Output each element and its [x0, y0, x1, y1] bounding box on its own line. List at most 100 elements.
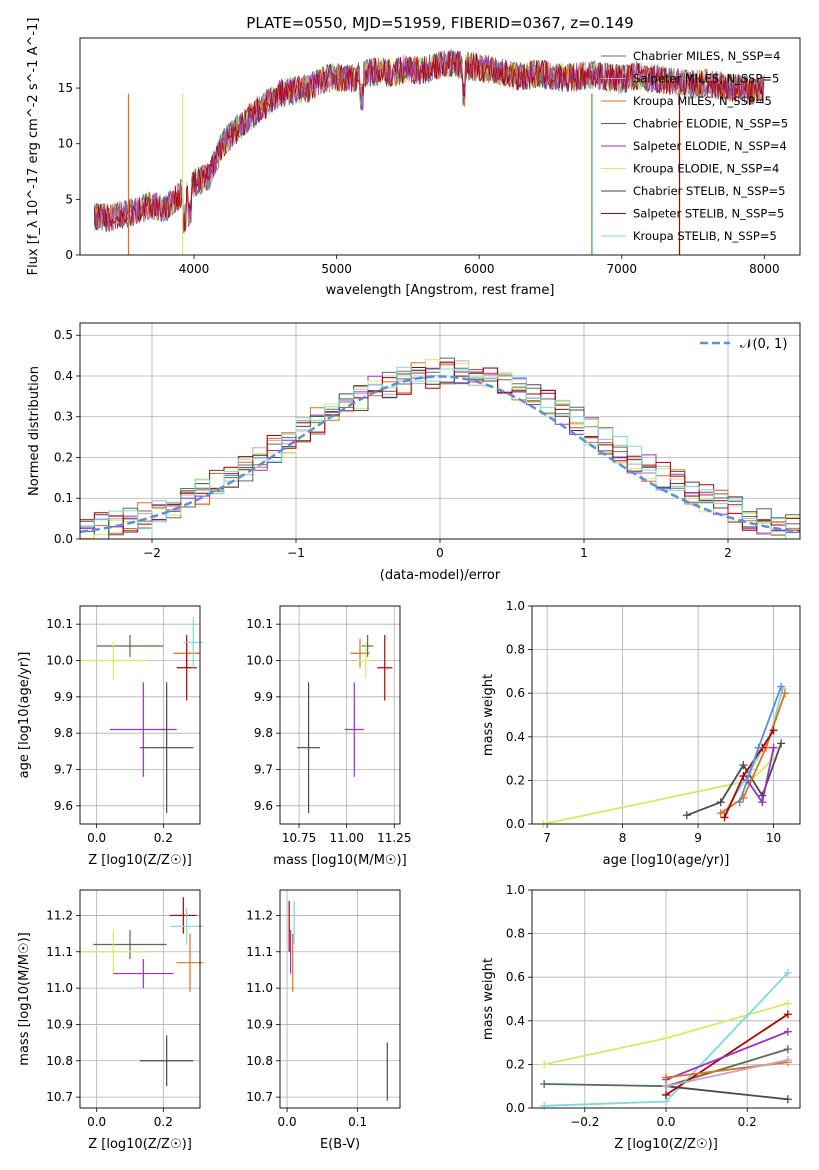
x-tick-label: 0.0 — [87, 1115, 106, 1129]
x-tick-label: 11.25 — [377, 831, 411, 845]
y-tick-label: 10.8 — [46, 1054, 73, 1068]
weight-line-kroupa_elodie — [543, 757, 775, 825]
x-tick-label: 0.0 — [278, 1115, 297, 1129]
x-tick-label: −0.2 — [570, 1115, 599, 1129]
weight-point-kroupa_miles — [780, 689, 789, 698]
x-tick-label: 0.2 — [154, 1115, 173, 1129]
x-tick-label: 0 — [436, 546, 444, 560]
plot-frame — [79, 605, 201, 825]
y-tick-label: 9.8 — [254, 726, 273, 740]
age-vs-mass-panel: 10.75 11.00 11.25 9.6 9.7 9.8 9.9 10.0 10.1 mass … — [246, 605, 411, 868]
y-tick-label: 10 — [58, 137, 73, 151]
y-tick-label: 9.7 — [54, 763, 73, 777]
weight-point-chabrier_stelib — [777, 739, 786, 748]
weight-point-chabrier_stelib — [739, 761, 748, 770]
y-tick-label: 0.4 — [54, 369, 73, 383]
plot-frame — [79, 322, 801, 540]
weight-point-chabrier_elodie — [540, 1080, 549, 1089]
y-tick-label: 11.1 — [46, 945, 73, 959]
weight-point-kroupa_elodie — [662, 1034, 670, 1043]
weight-point-chabrier_elodie — [783, 1045, 792, 1054]
y-axis-label: mass [log10(M/M☉)] — [17, 932, 32, 1065]
weight-point-salpeter_stelib — [769, 726, 778, 735]
x-tick-label: 8 — [619, 831, 627, 845]
x-tick-label: 10.75 — [282, 831, 316, 845]
x-axis-label: Z [log10(Z/Z☉)] — [88, 853, 192, 868]
legend-label: Kroupa STELIB, N_SSP=5 — [633, 229, 777, 243]
x-tick-label: 7000 — [607, 262, 638, 276]
plot-frame — [279, 605, 401, 825]
legend-label: 𝒩(0, 1) — [740, 337, 787, 352]
weight-point-kroupa_elodie — [783, 999, 792, 1008]
weight-point-kroupa_stelib — [783, 968, 792, 977]
y-tick-label: 9.8 — [54, 726, 73, 740]
x-tick-label: 10 — [766, 831, 781, 845]
y-axis-label: age [log10(age/yr)] — [17, 652, 32, 779]
legend-label: Kroupa MILES, N_SSP=5 — [633, 94, 772, 108]
y-tick-label: 11.0 — [46, 981, 73, 995]
y-tick-label: 11.1 — [246, 945, 273, 959]
y-tick-label: 1.0 — [506, 883, 525, 897]
x-axis-label: wavelength [Angstrom, rest frame] — [326, 283, 555, 298]
weight-line-kroupa_miles — [720, 692, 786, 814]
x-tick-label: 0.1 — [348, 1115, 367, 1129]
legend-label: Salpeter MILES, N_SSP=5 — [633, 72, 779, 86]
y-tick-label: 0.6 — [506, 970, 525, 984]
legend-label: Chabrier STELIB, N_SSP=5 — [633, 184, 785, 198]
legend-label: Kroupa ELODIE, N_SSP=4 — [633, 162, 779, 176]
y-tick-label: 0.1 — [54, 491, 73, 505]
y-tick-label: 0.0 — [54, 532, 73, 546]
plot-frame — [79, 889, 201, 1109]
x-tick-label: 0.2 — [738, 1115, 757, 1129]
y-axis-label: Normed distribution — [27, 366, 42, 496]
legend-label: Salpeter ELODIE, N_SSP=4 — [633, 139, 787, 153]
y-tick-label: 0.2 — [54, 450, 73, 464]
histogram-kroupa_stelib — [80, 366, 800, 540]
x-tick-label: −1 — [287, 546, 305, 560]
y-tick-label: 0.8 — [506, 927, 525, 941]
x-tick-label: 5000 — [321, 262, 352, 276]
spectrum-series-salpeter_stelib — [93, 50, 765, 232]
spectrum-panel: 4000 5000 6000 7000 8000 0 5 10 15 wavelength [An… — [26, 18, 801, 298]
x-axis-label: mass [log10(M/M☉)] — [273, 853, 406, 868]
x-tick-label: 4000 — [179, 262, 210, 276]
y-tick-label: 10.0 — [46, 654, 73, 668]
y-tick-label: 9.6 — [54, 799, 73, 813]
weight-line-gauss — [738, 686, 782, 803]
weight-line-salpeter_elodie — [665, 1030, 789, 1081]
y-tick-label: 0.2 — [506, 773, 525, 787]
weight-line-salpeter_miles — [665, 1059, 788, 1088]
y-tick-label: 1.0 — [506, 599, 525, 613]
weight-point-chabrier_stelib — [716, 798, 725, 807]
weight-point-kroupa_elodie — [540, 1060, 549, 1069]
y-axis-label: Flux [f_λ 10^-17 erg cm^-2 s^-1 A^-1] — [26, 18, 41, 276]
figure-title: PLATE=0550, MJD=51959, FIBERID=0367, z=0… — [246, 14, 633, 32]
y-tick-label: 10.7 — [246, 1090, 273, 1104]
weight-point-chabrier_stelib — [783, 1095, 792, 1104]
plot-frame — [531, 605, 801, 825]
y-tick-label: 0.5 — [54, 328, 73, 342]
mass-vs-metallicity-panel: 0.0 0.2 10.7 10.8 10.9 11.0 11.1 11.2 Z [log10(Z… — [17, 889, 204, 1152]
y-tick-label: 10.8 — [246, 1054, 273, 1068]
y-tick-label: 15 — [58, 81, 73, 95]
y-tick-label: 0.6 — [506, 686, 525, 700]
y-tick-label: 10.1 — [46, 617, 73, 631]
x-tick-label: 0.0 — [656, 1115, 675, 1129]
plot-frame — [279, 889, 401, 1109]
weight-point-gauss — [735, 798, 744, 807]
y-tick-label: 0.4 — [506, 730, 525, 744]
plot-frame — [531, 889, 801, 1109]
weight-point-salpeter_miles — [783, 1056, 792, 1065]
y-tick-label: 11.2 — [46, 908, 73, 922]
weight-point-salpeter_miles — [662, 1082, 670, 1091]
x-tick-label: 8000 — [749, 262, 780, 276]
x-axis-label: E(B-V) — [320, 1137, 360, 1152]
weight-point-salpeter_stelib — [739, 772, 748, 781]
y-tick-label: 9.9 — [54, 690, 73, 704]
y-axis-label: mass weight — [481, 958, 496, 1040]
legend-label: Chabrier MILES, N_SSP=4 — [633, 49, 780, 63]
weight-point-salpeter_elodie — [783, 1027, 792, 1036]
x-axis-label: (data-model)/error — [380, 568, 501, 583]
y-tick-label: 10.9 — [46, 1017, 73, 1031]
